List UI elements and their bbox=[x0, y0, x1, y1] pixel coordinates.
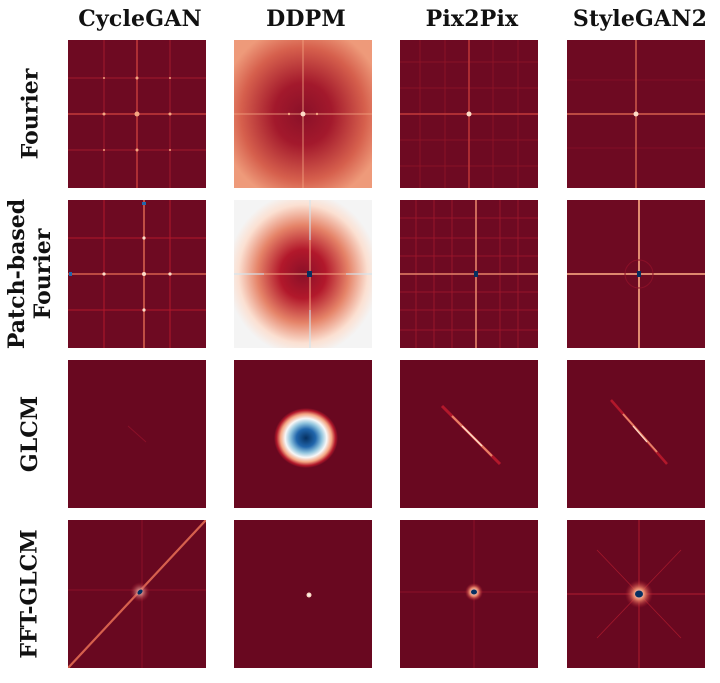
panel-glcm-ddpm bbox=[234, 360, 372, 508]
row-label-fft-glcm: FFT-GLCM bbox=[17, 529, 43, 659]
column-header-cyclegan: CycleGAN bbox=[78, 6, 202, 32]
row-label-fourier-2: Fourier bbox=[30, 228, 57, 320]
panel-fourier-ddpm bbox=[234, 40, 372, 188]
row-header-patch-based-fourier: Patch-based Fourier bbox=[0, 198, 60, 350]
panel-patch-fourier-pix2pix bbox=[400, 200, 538, 348]
panel-glcm-stylegan2 bbox=[567, 360, 705, 508]
panel-fft-glcm-stylegan2 bbox=[567, 520, 705, 668]
panel-fourier-pix2pix bbox=[400, 40, 538, 188]
panel-fft-glcm-ddpm bbox=[234, 520, 372, 668]
row-header-fourier: Fourier bbox=[0, 40, 60, 188]
panel-fourier-cyclegan bbox=[68, 40, 206, 188]
column-header-pix2pix: Pix2Pix bbox=[425, 6, 519, 32]
panel-glcm-cyclegan bbox=[68, 360, 206, 508]
panel-glcm-pix2pix bbox=[400, 360, 538, 508]
column-header-stylegan2: StyleGAN2 bbox=[572, 6, 708, 32]
panel-patch-fourier-stylegan2 bbox=[567, 200, 705, 348]
panel-fft-glcm-cyclegan bbox=[68, 520, 206, 668]
row-header-fft-glcm: FFT-GLCM bbox=[0, 520, 60, 668]
row-label-patch-based: Patch-based bbox=[4, 198, 31, 350]
panel-patch-fourier-ddpm bbox=[234, 200, 372, 348]
row-label-fourier: Fourier bbox=[17, 68, 43, 160]
panel-patch-fourier-cyclegan bbox=[68, 200, 206, 348]
panel-fft-glcm-pix2pix bbox=[400, 520, 538, 668]
row-header-glcm: GLCM bbox=[0, 360, 60, 508]
column-header-ddpm: DDPM bbox=[266, 6, 346, 32]
panel-fourier-stylegan2 bbox=[567, 40, 705, 188]
row-label-glcm: GLCM bbox=[17, 395, 43, 473]
